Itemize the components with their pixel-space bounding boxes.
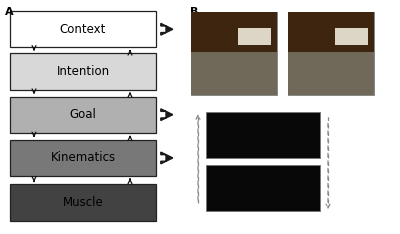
Text: Intention: Intention bbox=[56, 65, 110, 78]
FancyBboxPatch shape bbox=[335, 28, 368, 45]
Text: Context: Context bbox=[60, 23, 106, 36]
FancyBboxPatch shape bbox=[238, 28, 271, 45]
FancyArrow shape bbox=[161, 23, 173, 35]
FancyBboxPatch shape bbox=[10, 96, 156, 133]
FancyBboxPatch shape bbox=[10, 184, 156, 220]
FancyArrow shape bbox=[161, 109, 173, 121]
FancyBboxPatch shape bbox=[191, 12, 277, 51]
FancyBboxPatch shape bbox=[191, 12, 277, 95]
FancyBboxPatch shape bbox=[288, 12, 374, 51]
FancyBboxPatch shape bbox=[10, 140, 156, 176]
Text: Goal: Goal bbox=[70, 108, 96, 121]
Text: A: A bbox=[5, 7, 14, 17]
FancyBboxPatch shape bbox=[10, 53, 156, 90]
FancyArrow shape bbox=[161, 152, 173, 164]
FancyBboxPatch shape bbox=[191, 51, 277, 95]
FancyBboxPatch shape bbox=[206, 165, 320, 211]
FancyBboxPatch shape bbox=[288, 12, 374, 95]
FancyBboxPatch shape bbox=[288, 51, 374, 95]
Text: Kinematics: Kinematics bbox=[50, 151, 116, 165]
FancyBboxPatch shape bbox=[10, 11, 156, 47]
FancyBboxPatch shape bbox=[206, 112, 320, 158]
Text: B: B bbox=[190, 7, 198, 17]
Text: Muscle: Muscle bbox=[63, 196, 103, 209]
